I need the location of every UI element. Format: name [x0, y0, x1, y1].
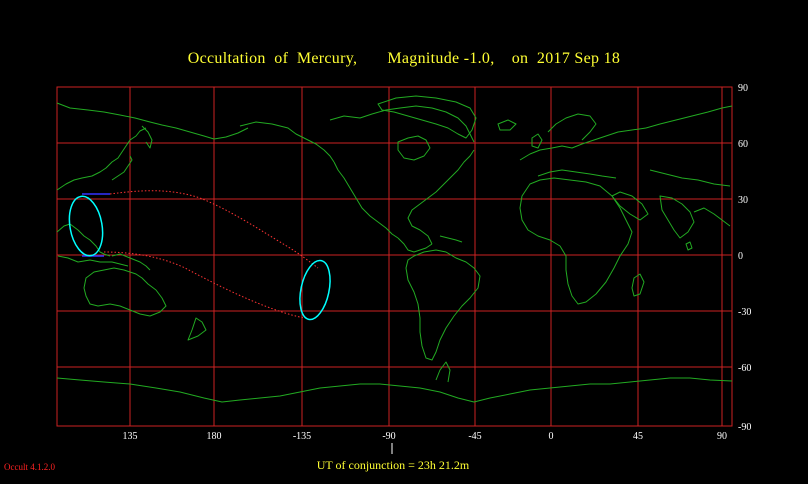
coast-central-asia-right: [649, 169, 731, 187]
lat-label-neg30: -30: [738, 307, 751, 318]
version-label: Occult 4.1.2.0: [4, 462, 55, 472]
coast-central-america: [397, 237, 433, 253]
lon-label-neg45: -45: [468, 431, 481, 442]
lat-label-neg60: -60: [738, 363, 751, 374]
coast-scandinavia: [547, 113, 597, 141]
path-limit-north: [109, 190, 319, 269]
coast-caribbean: [439, 235, 463, 243]
coast-indonesia: [57, 255, 129, 267]
coast-india: [659, 195, 695, 239]
coast-mediterranean: [537, 169, 617, 179]
coast-sri-lanka: [685, 241, 693, 251]
coastlines: [56, 95, 733, 403]
coast-iceland: [497, 119, 517, 131]
coast-alaska: [239, 121, 335, 163]
lon-label-0: 0: [549, 431, 554, 442]
lon-label-180: 180: [207, 431, 222, 442]
longitude-labels: 135 180 -135 -90 -45 0 45 90: [123, 431, 728, 442]
lat-label-neg90: -90: [738, 422, 751, 433]
lon-label-45: 45: [633, 431, 643, 442]
coast-asia-north: [56, 102, 249, 140]
coast-japan: [111, 155, 133, 181]
lat-label-30: 30: [738, 195, 748, 206]
coast-new-guinea: [111, 253, 151, 271]
coast-na-west: [333, 161, 399, 239]
coast-na-east: [407, 149, 475, 245]
coast-europe: [519, 127, 647, 161]
occultation-path-limits: [103, 190, 319, 319]
coast-asia-south-right: [693, 207, 731, 227]
lon-label-135: 135: [123, 431, 138, 442]
visibility-curve-east: [299, 259, 331, 321]
coast-arctic-islands: [329, 105, 475, 143]
coast-south-america: [405, 249, 481, 361]
lat-label-60: 60: [738, 139, 748, 150]
lat-label-90: 90: [738, 83, 748, 94]
latitude-labels: 90 60 30 0 -30 -60 -90: [738, 83, 751, 433]
coast-asia-east: [56, 127, 147, 191]
lon-label-90: 90: [717, 431, 727, 442]
coast-se-asia: [56, 223, 111, 257]
lat-label-0: 0: [738, 251, 743, 262]
path-limit-south: [103, 251, 309, 319]
map-frame: [56, 86, 733, 427]
coast-australia: [83, 267, 167, 317]
coast-madagascar: [631, 273, 645, 297]
coast-hudson: [397, 135, 431, 161]
ut-conjunction-label: UT of conjunction = 23h 21.2m: [316, 458, 470, 472]
coast-russia-right: [645, 105, 733, 129]
coast-new-zealand: [187, 317, 207, 341]
lon-label-neg135: -135: [293, 431, 311, 442]
visibility-curves: [68, 195, 331, 321]
coast-greenland: [377, 95, 477, 139]
coast-antarctica: [56, 377, 733, 403]
coast-africa: [519, 177, 633, 305]
coast-british-isles: [531, 133, 543, 149]
lon-label-neg90: -90: [382, 431, 395, 442]
coast-antarctic-peninsula: [435, 361, 451, 383]
coast-arabia: [611, 191, 649, 221]
visibility-curve-west: [68, 195, 104, 257]
coast-kamchatka: [141, 125, 153, 149]
page-title: Occultation of Mercury, Magnitude -1.0, …: [187, 50, 621, 67]
terminator-segments: [82, 193, 110, 257]
grid-lines: [57, 87, 732, 426]
